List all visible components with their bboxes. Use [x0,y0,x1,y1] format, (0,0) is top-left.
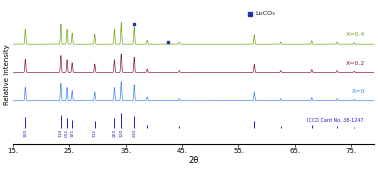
Text: X=0.2: X=0.2 [346,61,366,66]
Text: X=0.4: X=0.4 [346,32,366,37]
Text: 110: 110 [59,129,63,137]
Text: Li₂CO₃: Li₂CO₃ [256,11,275,16]
Text: 120: 120 [119,129,123,137]
Text: ICCD Card No. 38-1247.: ICCD Card No. 38-1247. [307,118,366,123]
Text: 101: 101 [70,129,74,137]
Text: X=0: X=0 [352,89,366,94]
Text: 200: 200 [112,129,116,137]
Y-axis label: Relative Intensity: Relative Intensity [4,44,10,105]
X-axis label: 2θ: 2θ [188,156,198,165]
Text: 111: 111 [93,129,97,137]
Text: 011: 011 [65,129,69,137]
Text: 210: 210 [132,129,136,137]
Text: 100: 100 [23,129,27,137]
